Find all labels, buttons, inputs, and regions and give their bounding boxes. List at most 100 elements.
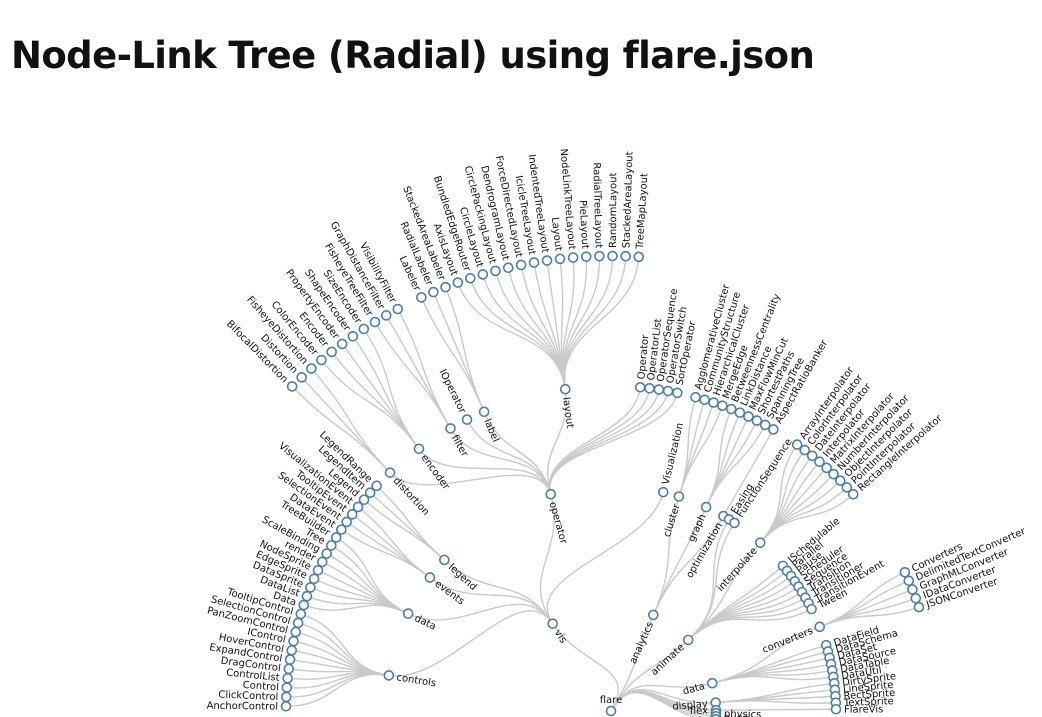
node-circle[interactable]: [413, 443, 425, 455]
node-circle[interactable]: [634, 382, 646, 393]
node-circle[interactable]: [821, 462, 832, 474]
node-controls[interactable]: controls: [383, 670, 437, 689]
node-circle[interactable]: [316, 556, 328, 568]
node-circle[interactable]: [806, 450, 818, 462]
node-circle[interactable]: [336, 338, 348, 350]
node-circle[interactable]: [828, 468, 839, 480]
node-circle[interactable]: [699, 394, 710, 406]
node-circle[interactable]: [301, 590, 313, 602]
node-circle[interactable]: [464, 273, 476, 284]
node-circle[interactable]: [383, 670, 395, 681]
node-circle[interactable]: [799, 444, 811, 456]
node-control[interactable]: Control: [242, 680, 293, 694]
node-operator[interactable]: operator: [545, 488, 569, 546]
node-filter[interactable]: filter: [445, 423, 470, 460]
node-circle[interactable]: [672, 387, 683, 399]
node-circle[interactable]: [653, 384, 665, 395]
node-converters[interactable]: converters: [761, 621, 825, 656]
node-data[interactable]: data: [682, 677, 718, 698]
node-circle[interactable]: [369, 316, 381, 328]
node-circle[interactable]: [673, 491, 685, 502]
node-circle[interactable]: [440, 281, 451, 293]
node-circle[interactable]: [308, 573, 320, 585]
node-encoder[interactable]: encoder: [413, 443, 452, 493]
node-circle[interactable]: [706, 677, 718, 689]
node-radial-tree-layout[interactable]: RadialTreeLayout: [590, 162, 605, 262]
node-circle[interactable]: [336, 524, 347, 535]
node-circle[interactable]: [515, 259, 527, 271]
node-circle[interactable]: [392, 303, 404, 315]
node-circle[interactable]: [445, 423, 456, 434]
node-circle[interactable]: [834, 475, 846, 486]
node-circle[interactable]: [341, 516, 352, 528]
node-circle[interactable]: [708, 397, 719, 408]
node-circle[interactable]: [330, 532, 342, 543]
node-circle[interactable]: [296, 372, 307, 383]
node-circle[interactable]: [282, 672, 293, 684]
node-circle[interactable]: [547, 618, 558, 629]
node-pie-layout[interactable]: PieLayout: [577, 200, 592, 262]
node-circle[interactable]: [371, 480, 382, 492]
node-circle[interactable]: [847, 488, 859, 500]
node-circle[interactable]: [280, 701, 292, 712]
node-circle[interactable]: [364, 487, 376, 498]
node-circle[interactable]: [567, 252, 579, 263]
node-circle[interactable]: [347, 331, 359, 342]
node-circle[interactable]: [478, 406, 490, 418]
node-circle[interactable]: [717, 400, 728, 411]
node-circle[interactable]: [321, 548, 332, 559]
node-circle[interactable]: [502, 262, 514, 274]
node-circle[interactable]: [541, 255, 553, 266]
node-circle[interactable]: [768, 424, 779, 435]
node-circle[interactable]: [281, 691, 292, 703]
node-circle[interactable]: [907, 584, 918, 595]
node-circle[interactable]: [461, 414, 473, 425]
node-circle[interactable]: [806, 603, 817, 615]
node-flare[interactable]: flare: [600, 695, 622, 717]
node-analytics[interactable]: analytics: [628, 609, 659, 666]
node-circle[interactable]: [292, 617, 304, 629]
node-circle[interactable]: [682, 634, 694, 646]
node-circle[interactable]: [814, 456, 825, 467]
node-circle[interactable]: [284, 654, 296, 665]
node-circle[interactable]: [428, 286, 439, 298]
node-circle[interactable]: [416, 292, 427, 303]
node-distortion[interactable]: distortion: [384, 467, 432, 518]
node-circle[interactable]: [439, 554, 450, 566]
node-circle[interactable]: [326, 540, 337, 551]
node-circle[interactable]: [305, 582, 316, 593]
node-display[interactable]: display: [672, 697, 721, 713]
node-control-list[interactable]: ControlList: [226, 668, 293, 684]
node-circle[interactable]: [605, 705, 617, 717]
node-circle[interactable]: [326, 346, 337, 358]
node-circle[interactable]: [298, 599, 310, 611]
node-animate[interactable]: animate: [649, 634, 694, 678]
node-circle[interactable]: [620, 250, 631, 262]
node-circle[interactable]: [358, 494, 370, 506]
node-circle[interactable]: [490, 265, 501, 277]
node-layout[interactable]: layout: [560, 383, 575, 429]
node-layout[interactable]: Layout: [549, 217, 566, 265]
node-circle[interactable]: [290, 626, 302, 638]
node-circle[interactable]: [759, 419, 771, 431]
node-tree-map-layout[interactable]: TreeMapLayout: [633, 173, 650, 263]
node-circle[interactable]: [283, 663, 295, 675]
node-circle[interactable]: [913, 601, 925, 613]
node-circle[interactable]: [288, 635, 299, 647]
node-circle[interactable]: [580, 251, 592, 262]
node-circle[interactable]: [607, 250, 618, 262]
node-circle[interactable]: [352, 501, 364, 513]
node-scale[interactable]: scale: [710, 713, 750, 717]
node-flare-vis[interactable]: FlareVis: [830, 703, 883, 716]
node-circle[interactable]: [729, 517, 740, 529]
node-circle[interactable]: [791, 439, 803, 450]
node-stacked-area-layout[interactable]: StackedAreaLayout: [620, 151, 636, 262]
node-circle[interactable]: [380, 310, 392, 321]
node-circle[interactable]: [424, 572, 436, 583]
node-circle[interactable]: [295, 608, 307, 620]
node-circle[interactable]: [545, 488, 557, 500]
node-anchor-control[interactable]: AnchorControl: [207, 701, 292, 713]
node-circle[interactable]: [899, 566, 911, 578]
node-circle[interactable]: [358, 323, 370, 335]
node-circle[interactable]: [306, 363, 317, 374]
